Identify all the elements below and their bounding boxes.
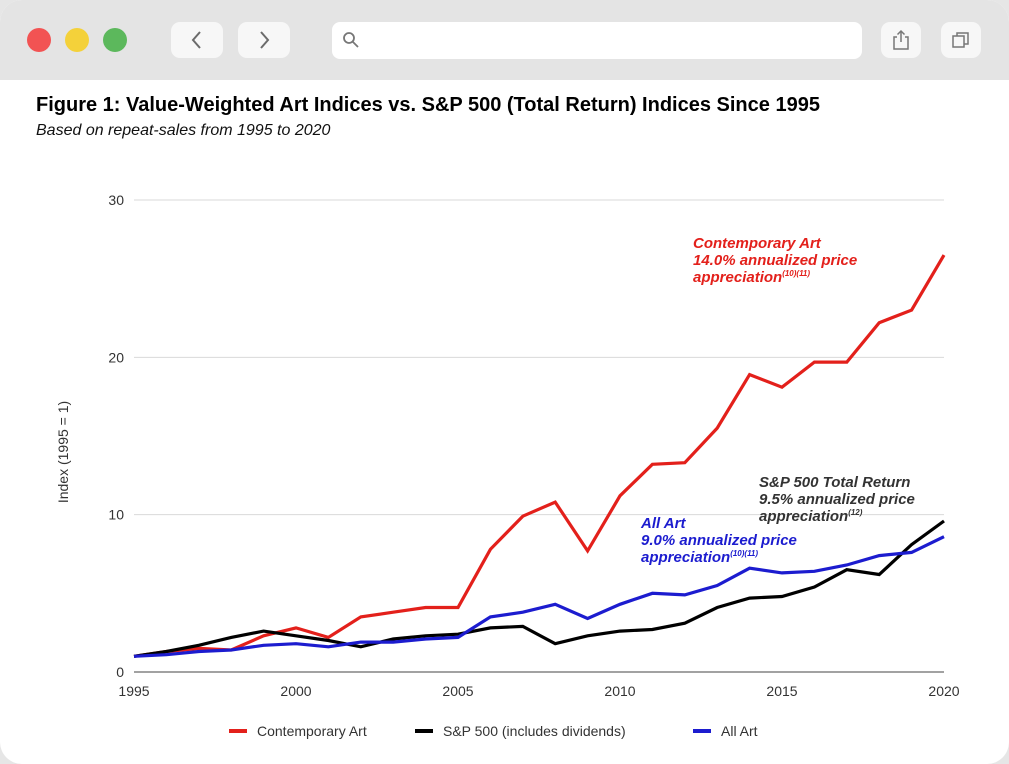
figure-subtitle: Based on repeat-sales from 1995 to 2020 bbox=[36, 122, 331, 139]
annotation-0: Contemporary Art 14.0% annualized price ap… bbox=[693, 235, 857, 286]
y-tick-label: 20 bbox=[108, 349, 124, 365]
x-tick-label: 2000 bbox=[280, 683, 311, 699]
legend-label-1: S&P 500 (includes dividends) bbox=[443, 723, 626, 739]
y-tick-label: 10 bbox=[108, 507, 124, 523]
y-axis-label: Index (1995 = 1) bbox=[55, 401, 71, 503]
address-bar[interactable] bbox=[332, 22, 862, 59]
tabs-button[interactable] bbox=[941, 22, 981, 58]
annotation-2: All Art 9.0% annualized price appreciation… bbox=[640, 515, 797, 566]
x-tick-label: 2005 bbox=[442, 683, 473, 699]
legend-label-0: Contemporary Art bbox=[257, 723, 367, 739]
chevron-left-icon bbox=[191, 31, 201, 49]
annotation-1: S&P 500 Total Return 9.5% annualized pric… bbox=[759, 474, 915, 525]
x-tick-label: 2010 bbox=[604, 683, 635, 699]
x-tick-label: 2020 bbox=[928, 683, 959, 699]
minimize-window-button[interactable] bbox=[65, 28, 89, 52]
figure-title: Figure 1: Value-Weighted Art Indices vs.… bbox=[36, 94, 820, 116]
legend-label-2: All Art bbox=[721, 723, 758, 739]
chevron-right-icon bbox=[260, 31, 270, 49]
browser-toolbar bbox=[0, 0, 1009, 80]
maximize-window-button[interactable] bbox=[103, 28, 127, 52]
address-input[interactable] bbox=[366, 28, 850, 54]
x-tick-label: 2015 bbox=[766, 683, 797, 699]
x-tick-label: 1995 bbox=[118, 683, 149, 699]
series-line-1 bbox=[133, 519, 945, 658]
tabs-icon bbox=[952, 32, 969, 48]
search-icon bbox=[343, 32, 359, 48]
share-button[interactable] bbox=[881, 22, 921, 58]
series-line-0 bbox=[133, 254, 946, 658]
series-line-2 bbox=[133, 535, 945, 658]
close-window-button[interactable] bbox=[27, 28, 51, 52]
back-button[interactable] bbox=[171, 22, 223, 58]
y-tick-label: 30 bbox=[108, 192, 124, 208]
forward-button[interactable] bbox=[238, 22, 290, 58]
share-icon bbox=[893, 29, 909, 50]
y-tick-label: 0 bbox=[116, 664, 124, 680]
